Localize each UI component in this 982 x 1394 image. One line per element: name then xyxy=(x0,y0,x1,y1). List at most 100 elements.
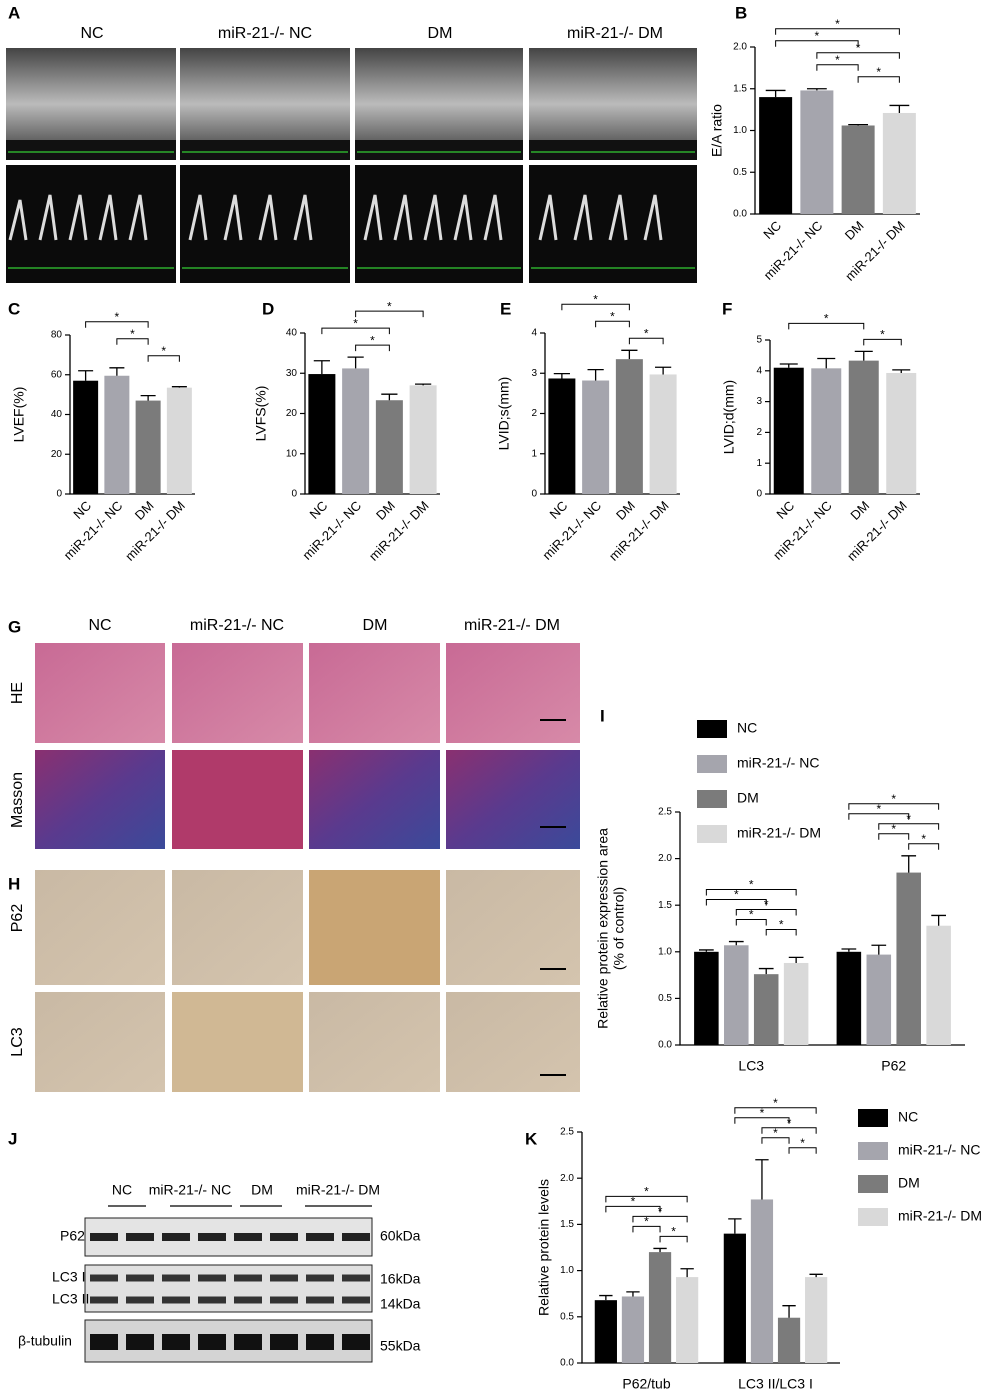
significance-label: * xyxy=(921,832,926,846)
significance-bracket xyxy=(761,1127,817,1134)
y-axis-title: Relative protein levels xyxy=(536,1179,552,1316)
error-bar xyxy=(841,948,857,952)
error-bar xyxy=(599,1294,613,1301)
significance-bracket xyxy=(321,327,390,335)
y-axis-title: LVFS(%) xyxy=(253,386,269,442)
error-bar xyxy=(809,1273,823,1278)
y-tick-label: 1 xyxy=(531,448,537,459)
x-tick-label: DM xyxy=(842,218,867,243)
significance-label: * xyxy=(876,802,881,816)
y-tick-label: 1.0 xyxy=(658,946,672,957)
y-tick-label: 60 xyxy=(51,369,63,380)
significance-bracket xyxy=(734,1107,817,1114)
row-label: P62 xyxy=(9,904,26,933)
y-tick-label: 1.0 xyxy=(733,125,747,136)
significance-label: * xyxy=(876,65,881,79)
y-tick-label: 0.0 xyxy=(560,1358,574,1369)
error-bar xyxy=(901,855,917,873)
panel-letter: J xyxy=(8,1129,17,1148)
error-bar xyxy=(587,368,604,381)
lane-label: miR-21-/- NC xyxy=(149,1182,231,1198)
error-bar xyxy=(109,367,125,376)
y-axis-title: (% of control) xyxy=(611,887,627,970)
echo-images xyxy=(6,48,697,283)
bar xyxy=(104,375,130,494)
x-tick-label: miR-21-/- DM xyxy=(366,498,432,564)
legend-label: NC xyxy=(898,1109,918,1125)
error-bar xyxy=(653,1247,667,1253)
x-tick-label: NC xyxy=(547,498,571,522)
bar xyxy=(896,872,921,1045)
y-tick-label: 0.0 xyxy=(733,209,747,220)
significance-label: * xyxy=(856,41,861,55)
error-bar xyxy=(381,393,398,401)
x-tick-label: NC xyxy=(70,498,94,522)
legend-label: DM xyxy=(737,790,759,806)
bar xyxy=(308,374,336,494)
x-tick-label: DM xyxy=(847,498,872,523)
bar xyxy=(759,97,793,214)
significance-label: * xyxy=(773,1096,778,1110)
western-blot xyxy=(84,1205,375,1363)
significance-bracket xyxy=(632,1225,661,1233)
significance-label: * xyxy=(593,292,598,306)
y-tick-label: 0 xyxy=(56,489,62,500)
significance-bracket xyxy=(116,338,149,345)
significance-label: * xyxy=(787,1116,792,1130)
significance-bracket xyxy=(761,1137,790,1144)
row-label: Masson xyxy=(9,772,26,828)
significance-label: * xyxy=(824,312,829,326)
error-bar xyxy=(848,124,869,126)
y-tick-label: 30 xyxy=(286,368,298,379)
significance-label: * xyxy=(644,1215,649,1229)
significance-bracket xyxy=(775,28,900,35)
significance-bracket xyxy=(561,303,630,311)
lane-label: miR-21-/- DM xyxy=(296,1182,380,1198)
bar xyxy=(409,385,437,494)
panel-letter: G xyxy=(8,617,21,636)
significance-bracket xyxy=(705,889,797,896)
legend-swatch xyxy=(858,1208,888,1226)
error-bar xyxy=(806,88,827,91)
blot-size-label: 60kDa xyxy=(380,1228,421,1244)
bar xyxy=(694,951,719,1045)
y-tick-label: 2 xyxy=(531,408,537,419)
bar xyxy=(848,360,879,494)
panel-letter: C xyxy=(8,299,20,318)
significance-label: * xyxy=(815,29,820,43)
x-tick-label: NC xyxy=(760,218,784,242)
significance-label: * xyxy=(610,309,615,323)
error-bar xyxy=(788,956,804,963)
legend-swatch xyxy=(858,1175,888,1193)
significance-bracket xyxy=(735,919,767,926)
x-tick-label: NC xyxy=(773,498,797,522)
significance-bracket xyxy=(857,76,900,83)
significance-bracket xyxy=(788,322,865,330)
significance-label: * xyxy=(773,1126,778,1140)
significance-bracket xyxy=(659,1235,688,1243)
bar xyxy=(582,380,610,494)
bar xyxy=(805,1277,828,1363)
bar xyxy=(866,954,892,1045)
axis-line xyxy=(679,812,965,1046)
error-bar xyxy=(931,914,946,926)
error-bar xyxy=(415,383,432,386)
y-tick-label: 0 xyxy=(531,489,537,500)
column-label: miR-21-/- NC xyxy=(190,617,284,634)
x-tick-label: DM xyxy=(613,498,638,523)
x-tick-label: DM xyxy=(132,498,157,523)
significance-label: * xyxy=(631,1195,636,1209)
column-label: NC xyxy=(88,617,111,634)
legend-label: DM xyxy=(898,1175,920,1191)
significance-label: * xyxy=(161,344,166,358)
y-tick-label: 2.5 xyxy=(658,807,672,818)
legend-swatch xyxy=(697,755,727,773)
significance-bracket xyxy=(788,1147,817,1154)
x-tick-label: NC xyxy=(307,498,331,522)
legend-swatch xyxy=(697,825,727,843)
significance-bracket xyxy=(908,843,940,850)
panel-letter: H xyxy=(8,874,20,893)
bar xyxy=(886,372,917,494)
significance-label: * xyxy=(353,316,358,330)
y-tick-label: 2.0 xyxy=(658,853,672,864)
